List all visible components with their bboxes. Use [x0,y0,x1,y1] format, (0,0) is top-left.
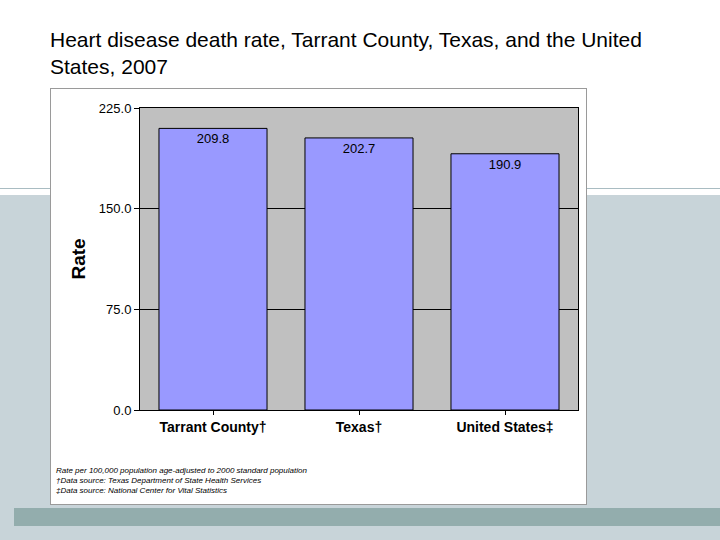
html-text:†Data source: Texas Department: †Data source: Texas Department of State … [56,476,262,485]
svg-text:Rate: Rate [68,238,89,279]
html-text:‡Data source: National Center: ‡Data source: National Center for Vital … [56,486,227,495]
svg-text:150.0: 150.0 [99,201,132,216]
svg-text:Tarrant County†: Tarrant County† [159,419,266,435]
svg-text:225.0: 225.0 [99,101,132,116]
html-text:Rate per 100,000 population ag: Rate per 100,000 population age-adjusted… [56,466,307,475]
html-text:Heart disease death rate, Tarr: Heart disease death rate, Tarrant County… [50,28,642,78]
svg-text:Texas†: Texas† [336,419,382,435]
svg-text:United States‡: United States‡ [456,419,553,435]
svg-text:209.8: 209.8 [197,131,230,146]
svg-text:75.0: 75.0 [106,302,131,317]
svg-text:190.9: 190.9 [489,157,522,172]
svg-text:0.0: 0.0 [113,403,131,418]
svg-text:202.7: 202.7 [343,141,376,156]
